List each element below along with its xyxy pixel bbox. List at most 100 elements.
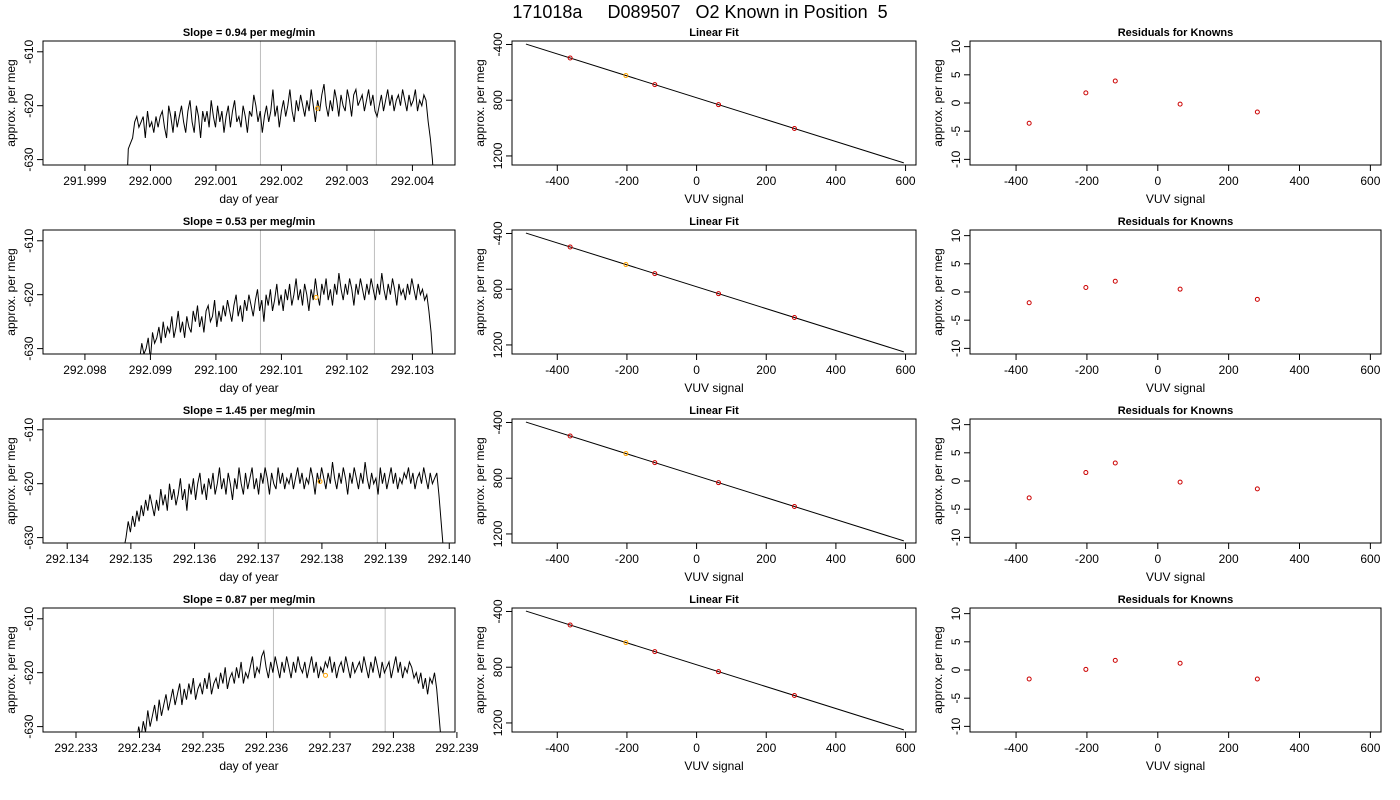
y-tick-label: 5 [949,71,963,78]
y-tick-label: 0 [949,666,963,673]
x-tick-label: 292.239 [435,741,479,755]
highlight-point [322,672,328,678]
x-tick-label: 292.101 [260,363,304,377]
x-tick-label: 292.140 [428,552,472,566]
x-axis-label: day of year [219,381,278,395]
data-point [567,622,573,628]
x-tick-label: -200 [615,174,639,188]
y-tick-label: -5 [949,126,963,137]
data-point [652,271,658,277]
y-tick-label: 800 [491,279,505,299]
plot-frame [42,607,456,733]
panel-timeseries-3: Slope = 1.45 per meg/min 292.134 292.135 29… [4,405,471,584]
y-tick-label: 10 [949,40,963,54]
x-tick-label: -400 [545,363,569,377]
x-tick-label: 292.237 [308,741,352,755]
y-tick-label: 5 [949,260,963,267]
data-point [1254,296,1260,302]
data-point [1112,657,1118,663]
x-tick-label: 600 [896,741,916,755]
plot-area [525,43,904,164]
y-tick-label: -620 [22,282,36,306]
x-tick-label: 292.238 [372,741,416,755]
x-tick-label: 292.103 [391,363,435,377]
y-axis-label: approx. per meg [931,437,945,524]
panel-title: Residuals for Knowns [1118,594,1234,606]
plot-area [127,41,434,165]
x-tick-label: 292.234 [118,741,162,755]
plot-frame [511,40,917,166]
x-tick-label: 600 [1360,741,1380,755]
x-tick-label: 600 [1360,363,1380,377]
plot-area [124,419,444,543]
plot-area [525,421,904,542]
x-tick-label: 0 [693,741,700,755]
x-tick-label: 292.100 [194,363,238,377]
y-tick-label: 10 [949,418,963,432]
data-point [1026,676,1032,682]
y-axis-label: approx. per meg [473,59,487,146]
plot-area [1026,278,1260,306]
y-tick-label: -630 [22,336,36,360]
series-line [137,649,441,732]
y-tick-label: 0 [949,288,963,295]
x-tick-label: 292.000 [129,174,173,188]
data-point [1254,676,1260,682]
x-tick-label: 0 [693,363,700,377]
data-point [1112,78,1118,84]
y-tick-label: -610 [22,417,36,441]
data-point [1083,90,1089,96]
y-tick-label: -400 [491,410,505,434]
x-tick-label: -200 [1075,741,1099,755]
data-point [1254,109,1260,115]
x-axis-label: VUV signal [684,381,743,395]
x-tick-label: 0 [1154,174,1161,188]
y-axis-label: approx. per meg [473,248,487,335]
y-tick-label: -400 [491,32,505,56]
x-tick-label: -400 [1004,174,1028,188]
y-tick-label: -620 [22,93,36,117]
data-point [1177,660,1183,666]
plot-frame [42,418,456,544]
x-tick-label: -200 [1075,363,1099,377]
series-line [124,462,444,543]
data-point [716,480,722,486]
x-tick-label: 0 [1154,552,1161,566]
plot-frame [511,607,917,733]
fit-line [525,421,904,542]
x-tick-label: 292.236 [245,741,289,755]
data-point [1254,486,1260,492]
data-point [1083,284,1089,290]
y-tick-label: -5 [949,315,963,326]
x-tick-label: -400 [545,741,569,755]
plot-frame [969,607,1382,733]
y-axis-label: approx. per meg [4,437,18,524]
x-tick-label: 400 [1289,741,1309,755]
y-tick-label: 800 [491,657,505,677]
plot-area [525,610,904,731]
x-tick-label: 292.138 [300,552,344,566]
panel-timeseries-1: Slope = 0.94 per meg/min 291.999 292.000 29… [4,27,456,206]
panel-residuals-3: Residuals for Knowns -400 -200 0 200 400 600 -1… [931,405,1382,584]
panel-title: Linear Fit [689,27,739,39]
plot-area [525,232,904,353]
plot-frame [969,418,1382,544]
plot-frame [511,418,917,544]
y-tick-label: -630 [22,147,36,171]
x-tick-label: 400 [1289,363,1309,377]
x-axis-label: VUV signal [1146,381,1205,395]
data-point [1177,286,1183,292]
panel-linear-fit-4: Linear Fit -400 -200 0 200 400 600 -400 800 1200 V… [473,594,917,773]
x-axis-label: VUV signal [684,570,743,584]
x-tick-label: 292.102 [325,363,369,377]
x-tick-label: -400 [1004,363,1028,377]
y-axis-label: approx. per meg [4,248,18,335]
x-tick-label: -200 [615,741,639,755]
x-tick-label: -400 [545,552,569,566]
x-tick-label: -200 [1075,174,1099,188]
x-tick-label: 600 [896,363,916,377]
series-line [136,273,434,354]
x-tick-label: 400 [826,174,846,188]
y-tick-label: -5 [949,693,963,704]
x-tick-label: 0 [693,552,700,566]
